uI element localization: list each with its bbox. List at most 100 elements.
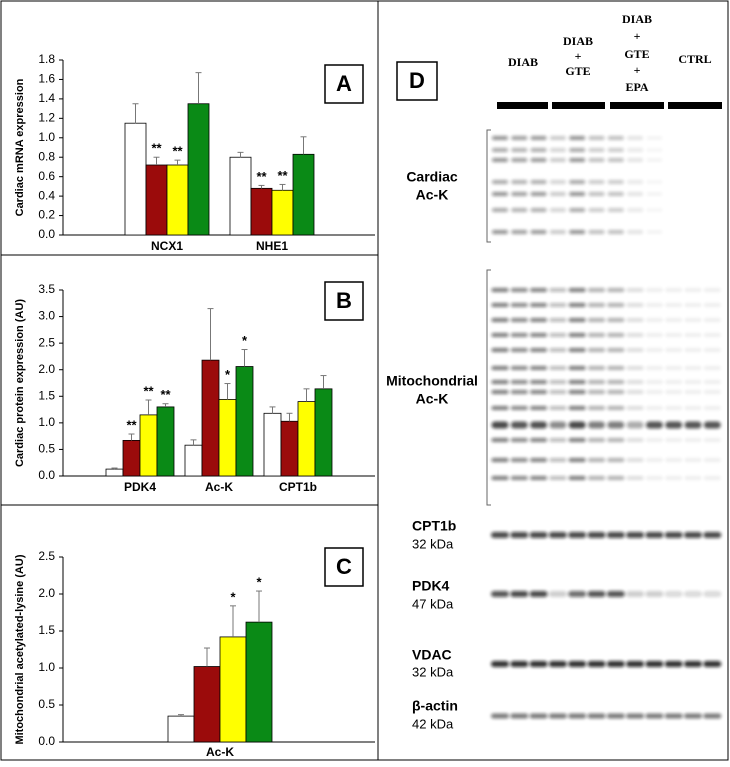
row-label: Mitochondrial bbox=[386, 373, 478, 389]
panel-letter: A bbox=[336, 71, 352, 96]
blot-band bbox=[530, 158, 547, 162]
blot-band bbox=[549, 438, 567, 442]
lane-label: GTE bbox=[624, 47, 649, 61]
bar bbox=[297, 401, 316, 477]
blot-band bbox=[492, 192, 508, 196]
y-tick-label: 1.0 bbox=[38, 415, 55, 429]
blot-band bbox=[588, 348, 605, 352]
blot-band bbox=[626, 348, 644, 352]
error-bar bbox=[269, 406, 276, 414]
blot-band bbox=[568, 303, 586, 307]
blot-band bbox=[492, 158, 508, 162]
row-label: β-actin bbox=[412, 698, 458, 714]
blot-band bbox=[568, 476, 586, 480]
blot-band bbox=[684, 421, 702, 429]
blot-band bbox=[665, 458, 683, 462]
y-axis-label: Cardiac protein expression (AU) bbox=[14, 299, 26, 467]
blot-band bbox=[491, 348, 509, 352]
bar bbox=[105, 468, 124, 477]
blot-band bbox=[511, 136, 528, 140]
blot-band bbox=[510, 661, 529, 667]
error-bar bbox=[207, 308, 214, 361]
blot-band bbox=[607, 158, 624, 162]
blot-band bbox=[568, 406, 586, 410]
significance-label: ** bbox=[126, 417, 137, 432]
blot-band bbox=[588, 406, 605, 410]
blot-band bbox=[684, 458, 702, 462]
blot-band bbox=[491, 438, 509, 442]
blot-band bbox=[626, 421, 644, 429]
blot-band bbox=[510, 532, 529, 538]
blot-band bbox=[665, 333, 683, 337]
blot-band bbox=[548, 661, 567, 667]
blot-band bbox=[684, 390, 702, 394]
row-label: Ac-K bbox=[416, 187, 449, 203]
bar bbox=[229, 156, 252, 236]
blot-band bbox=[645, 713, 664, 719]
blot-band bbox=[645, 390, 663, 394]
error-bar bbox=[256, 590, 262, 623]
blot-band bbox=[510, 713, 529, 719]
blot-band bbox=[703, 532, 722, 538]
blot-band bbox=[627, 158, 644, 162]
blot-band bbox=[684, 476, 702, 480]
bar bbox=[124, 122, 147, 236]
blot-band bbox=[511, 230, 528, 234]
error-bar bbox=[204, 647, 210, 667]
lane-label: DIAB bbox=[622, 12, 652, 26]
blot-band bbox=[703, 438, 721, 442]
blot-band bbox=[530, 230, 547, 234]
blot-band bbox=[703, 380, 721, 384]
blot-band bbox=[549, 208, 566, 212]
blot-band bbox=[511, 148, 528, 152]
blot-band bbox=[530, 390, 548, 394]
blot-band bbox=[568, 591, 587, 597]
blot-band bbox=[549, 380, 567, 384]
blot-band bbox=[588, 390, 605, 394]
blot-band bbox=[510, 458, 528, 462]
blot-band bbox=[549, 421, 567, 429]
blot-band bbox=[510, 438, 528, 442]
blot-band bbox=[645, 421, 663, 429]
blot-band bbox=[587, 591, 606, 597]
blot-band bbox=[491, 476, 509, 480]
blot-band bbox=[530, 136, 547, 140]
blot-band bbox=[491, 333, 509, 337]
blot-band bbox=[646, 208, 662, 212]
blot-band bbox=[569, 148, 586, 152]
blot-band bbox=[607, 406, 625, 410]
blot-band bbox=[665, 421, 683, 429]
blot-band bbox=[530, 458, 548, 462]
blot-band bbox=[549, 180, 566, 184]
blot-band bbox=[588, 158, 605, 162]
blot-band bbox=[588, 303, 605, 307]
bar bbox=[156, 406, 175, 477]
lane-label: DIAB bbox=[563, 34, 593, 48]
blot-band bbox=[491, 390, 509, 394]
blot-band bbox=[703, 591, 722, 597]
blot-band bbox=[607, 288, 625, 292]
row-size: 47 kDa bbox=[412, 596, 454, 611]
bar bbox=[219, 636, 247, 743]
blot-band bbox=[607, 458, 625, 462]
lane-bar bbox=[668, 102, 722, 109]
blot-band bbox=[645, 288, 663, 292]
panel-letter: B bbox=[336, 288, 352, 313]
blot-band bbox=[511, 180, 528, 184]
significance-label: ** bbox=[256, 169, 267, 184]
blot-band bbox=[569, 158, 586, 162]
panel-letter-box bbox=[324, 281, 364, 321]
blot-band bbox=[626, 380, 644, 384]
blot-band bbox=[510, 288, 528, 292]
bar bbox=[245, 621, 273, 743]
blot-band bbox=[607, 390, 625, 394]
blot-band bbox=[530, 476, 548, 480]
blot-band bbox=[684, 318, 702, 322]
significance-label: * bbox=[256, 574, 262, 589]
blot-band bbox=[626, 532, 645, 538]
blot-band bbox=[646, 192, 663, 196]
blot-band bbox=[568, 288, 586, 292]
blot-band bbox=[645, 476, 663, 480]
lane-bar bbox=[552, 102, 605, 109]
